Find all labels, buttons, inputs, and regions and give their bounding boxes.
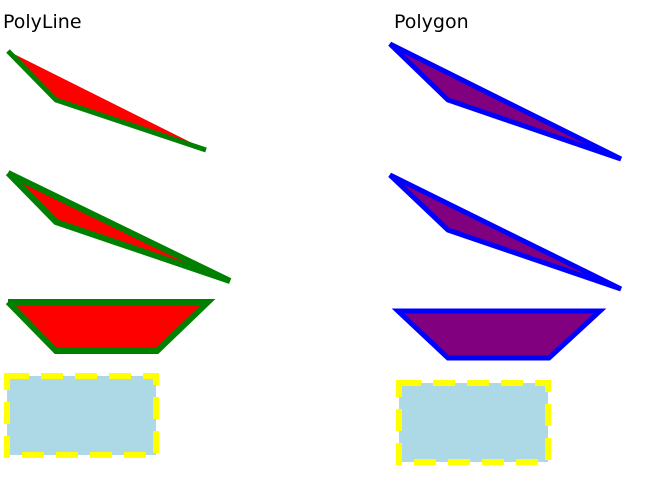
polygon-shape-2: [388, 172, 623, 292]
polyline-heading: PolyLine: [3, 11, 82, 33]
polygon-shape-1: [388, 41, 623, 162]
polygon-dashed-rect: [396, 380, 551, 465]
polyline-dashed-rect: [4, 373, 159, 458]
polyline-shape-3: [5, 299, 216, 354]
polygon-heading: Polygon: [394, 11, 469, 33]
polyline-shape-2: [5, 170, 232, 284]
polygon-shape-3: [391, 308, 607, 361]
polyline-shape-1: [6, 49, 207, 153]
